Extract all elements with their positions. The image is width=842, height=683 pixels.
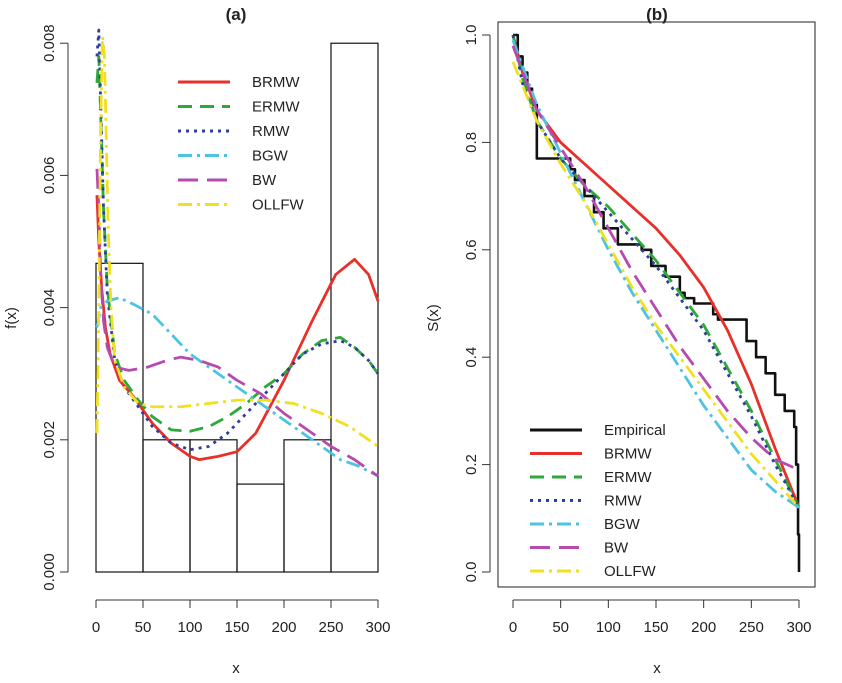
- legend-label: Empirical: [604, 422, 666, 439]
- series-line-ollfw: [511, 61, 801, 509]
- x-tick-label: 50: [552, 619, 569, 636]
- panel-b-legend: Empirical BRMW ERMW RMW BGW BW OLLFW: [530, 422, 666, 580]
- y-tick-label: 0.4: [463, 347, 480, 368]
- series-line-bw: [511, 45, 800, 472]
- legend-label: OLLFW: [252, 197, 305, 214]
- y-tick-label: 0.004: [41, 289, 58, 327]
- x-tick-label: 300: [365, 619, 390, 636]
- x-tick-label: 100: [596, 619, 621, 636]
- y-tick-label: 0.0: [463, 562, 480, 583]
- series-line-ollfw: [95, 35, 379, 448]
- series-line-bgw: [95, 296, 379, 478]
- panel-a-title: (a): [226, 5, 247, 24]
- panel-a: (a) x f(x) 0 50 100 150 200 250 3000.0000.0020…: [3, 5, 391, 677]
- y-tick-label: 0.8: [463, 132, 480, 153]
- legend-label: RMW: [252, 123, 290, 140]
- panel-b: (b) x S(x) 0 50 100 150 200 250 300 0.0 0.2 0.4 0.…: [425, 5, 816, 677]
- y-tick-label: 0.006: [41, 157, 58, 195]
- panel-b-axes: 0 50 100 150 200 250 300 0.0 0.2 0.4 0.6 0.8 1.0: [463, 25, 812, 636]
- y-tick-label: 0.6: [463, 239, 480, 260]
- x-tick-label: 0: [509, 619, 517, 636]
- x-tick-label: 250: [739, 619, 764, 636]
- histogram-bar: [142, 439, 191, 573]
- panel-b-ylabel: S(x): [425, 304, 442, 332]
- series-line-bw: [95, 168, 379, 478]
- y-tick-label: 0.008: [41, 24, 58, 62]
- x-tick-label: 150: [643, 619, 668, 636]
- x-tick-label: 150: [224, 619, 249, 636]
- series-line-ermw: [95, 55, 380, 433]
- x-tick-label: 250: [318, 619, 343, 636]
- panel-a-axes: 0 50 100 150 200 250 300 0.000 0.002 0.004 0.006 0.…: [41, 24, 391, 636]
- x-tick-label: 200: [691, 619, 716, 636]
- panel-b-title: (b): [646, 5, 668, 24]
- panel-a-ylabel: f(x): [3, 307, 20, 329]
- legend-label: BGW: [252, 148, 289, 165]
- legend-label: BRMW: [252, 74, 300, 91]
- y-tick-label: 0.000: [41, 553, 58, 591]
- legend-label: ERMW: [252, 99, 300, 116]
- panel-b-plot-box: [497, 21, 816, 588]
- y-tick-label: 0.002: [41, 421, 58, 459]
- histogram-bar: [283, 439, 332, 573]
- panel-a-density-lines: [95, 28, 380, 478]
- series-line-rmw: [511, 34, 801, 509]
- histogram-bar: [95, 262, 144, 573]
- legend-label: ERMW: [604, 469, 652, 486]
- legend-label: BW: [604, 540, 629, 557]
- histogram-bar: [330, 42, 379, 573]
- y-tick-label: 1.0: [463, 25, 480, 46]
- legend-label: BGW: [604, 516, 641, 533]
- series-line-rmw: [95, 28, 380, 452]
- panel-b-xlabel: x: [653, 660, 661, 677]
- panel-a-legend: BRMW ERMW RMW BGW BW OLLFW: [178, 74, 305, 214]
- series-line-empirical: [513, 33, 801, 572]
- x-tick-label: 100: [177, 619, 202, 636]
- series-line-bgw: [511, 39, 800, 509]
- x-tick-label: 200: [271, 619, 296, 636]
- legend-label: RMW: [604, 493, 642, 510]
- legend-label: BW: [252, 172, 277, 189]
- legend-label: OLLFW: [604, 563, 657, 580]
- panel-a-xlabel: x: [232, 660, 240, 677]
- panel-b-survival-lines: [511, 33, 801, 572]
- y-tick-label: 0.2: [463, 454, 480, 475]
- x-tick-label: 50: [135, 619, 152, 636]
- histogram-bar: [236, 483, 285, 573]
- x-tick-label: 0: [92, 619, 100, 636]
- x-tick-label: 300: [786, 619, 811, 636]
- legend-label: BRMW: [604, 446, 652, 463]
